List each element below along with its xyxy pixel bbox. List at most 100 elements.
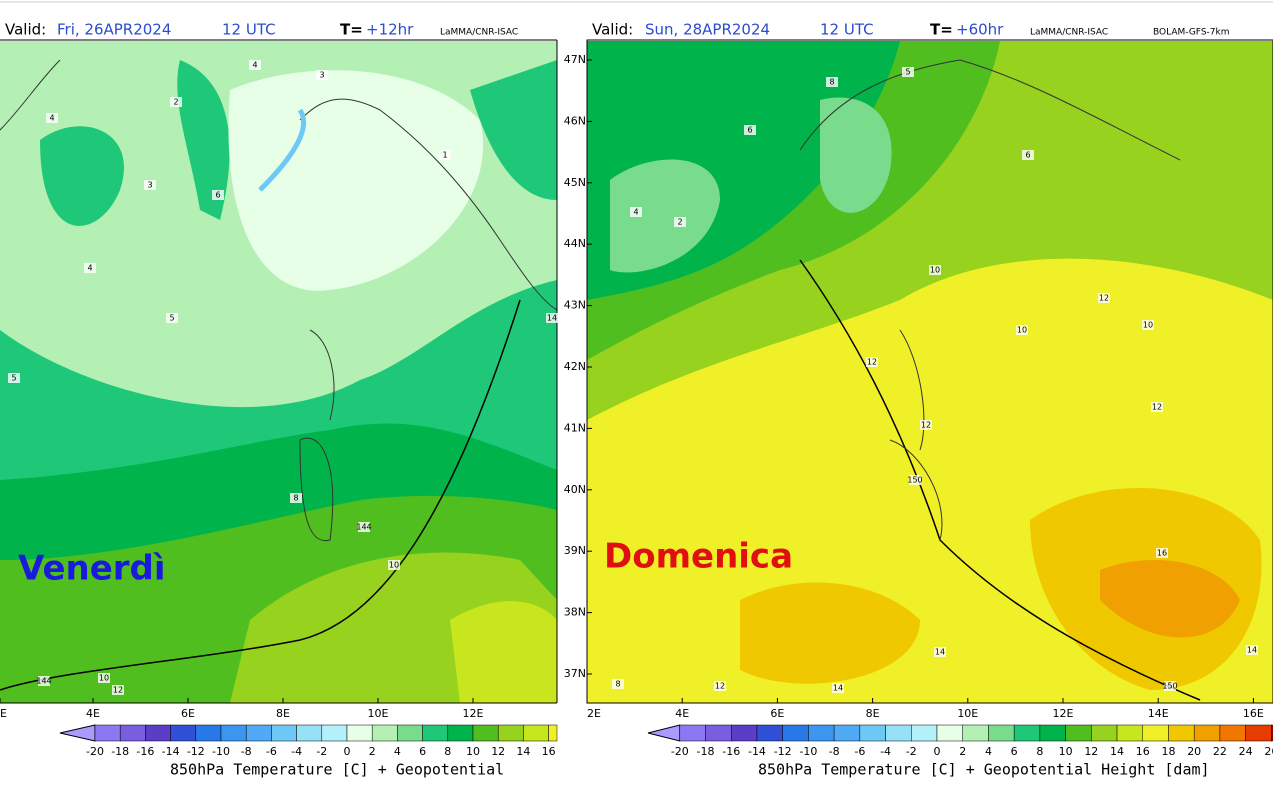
contour-label: 4 — [87, 264, 92, 273]
colorbar-title: 850hPa Temperature [C] + Geopotential He… — [758, 761, 1210, 779]
colorbar-cell — [321, 724, 348, 742]
frame-right-box — [586, 39, 1273, 704]
contour-label-bg — [630, 207, 642, 217]
contour-label: 150 — [1162, 682, 1177, 691]
colorbar-label: 2 — [959, 745, 966, 758]
header-credit: LaMMA/CNR-ISAC — [1030, 28, 1108, 38]
contour-label: 8 — [615, 680, 620, 689]
colorbar-label: -20 — [671, 745, 689, 758]
contour-label: 12 — [1099, 294, 1109, 303]
colorbar-cell — [296, 724, 323, 742]
colorbar-label: 26 — [1264, 745, 1273, 758]
colorbar-label: -10 — [212, 745, 230, 758]
contour-label: 6 — [1025, 151, 1030, 160]
colorbar-cell — [397, 724, 423, 742]
colorbar-label: 8 — [1036, 745, 1043, 758]
colorbar-label: 6 — [1011, 745, 1018, 758]
contour-label-bg — [744, 125, 756, 135]
colorbar-label: -18 — [111, 745, 129, 758]
header-t-value: +12hr — [366, 21, 414, 39]
lon-label: 12E — [1053, 707, 1074, 720]
colorbar-cell — [145, 724, 171, 742]
contour-label: 10 — [1143, 321, 1153, 330]
lon-label: 8E — [276, 707, 290, 720]
colorbar-cell — [833, 724, 861, 742]
lat-label: 46N — [564, 114, 586, 127]
contour-label-bg — [8, 373, 20, 383]
contour-label-bg — [144, 180, 156, 190]
colorbar-label: 18 — [1161, 745, 1175, 758]
header-t-value: +60hr — [956, 21, 1004, 39]
contour-label-bg — [1151, 402, 1163, 412]
contour-label: 16 — [1157, 549, 1167, 558]
colorbar-label: -12 — [774, 745, 792, 758]
colorbar-label: -12 — [187, 745, 205, 758]
contour-label: 4 — [633, 208, 638, 217]
header-valid-time: 12 UTC — [222, 21, 276, 39]
colorbar-cell — [94, 724, 121, 742]
lon-label: 8E — [866, 707, 880, 720]
colorbar-cell — [1219, 724, 1246, 742]
colorbar-cell — [220, 724, 247, 742]
lon-label: 12E — [463, 707, 484, 720]
colorbar-cell — [245, 724, 272, 742]
contour-label-bg — [920, 420, 932, 430]
lon-label: 10E — [368, 707, 389, 720]
colorbar-cell — [548, 724, 558, 742]
lon-label: 4E — [86, 707, 100, 720]
contour-label: 5 — [905, 68, 910, 77]
colorbar-cell — [170, 724, 197, 742]
colorbar-label: -4 — [291, 745, 302, 758]
lon-label: 14E — [1148, 707, 1169, 720]
colorbar-label: 0 — [934, 745, 941, 758]
colorbar-label: 12 — [491, 745, 505, 758]
colorbar-label: -20 — [86, 745, 104, 758]
colorbar-label: 12 — [1084, 745, 1098, 758]
colorbar-label: -6 — [854, 745, 865, 758]
lon-label: 6E — [181, 707, 195, 720]
colorbar-cell — [679, 724, 706, 742]
contour-label-bg — [1142, 320, 1154, 330]
contour-label-bg — [612, 679, 624, 689]
colorbar-cell — [1065, 724, 1092, 742]
colorbar-cell — [1116, 724, 1144, 742]
header-t-label: T= — [340, 21, 363, 39]
contour-label-bg — [316, 70, 328, 80]
colorbar-label: -2 — [906, 745, 917, 758]
overlay-label: Domenica — [604, 537, 793, 577]
header-valid-time: 12 UTC — [820, 21, 874, 39]
colorbar-label: -10 — [799, 745, 817, 758]
contour-label: 5 — [11, 374, 16, 383]
lat-label: 45N — [564, 176, 586, 189]
colorbar-label: 22 — [1213, 745, 1227, 758]
contour-label-bg — [170, 97, 182, 107]
lat-label: 47N — [564, 53, 586, 66]
lat-label: 43N — [564, 299, 586, 312]
header-valid-label: Valid: — [5, 21, 46, 39]
colorbar-label: -4 — [880, 745, 891, 758]
colorbar-label: -6 — [266, 745, 277, 758]
colorbar-cell — [962, 724, 989, 742]
contour-label-bg — [166, 313, 178, 323]
colorbar-cell — [911, 724, 938, 742]
contour-label-bg — [1164, 681, 1176, 691]
colorbar-label: -14 — [748, 745, 766, 758]
colorbar-label: 14 — [516, 745, 530, 758]
contour-label: 14 — [833, 684, 843, 693]
colorbar-label: 16 — [1136, 745, 1150, 758]
contour-label-bg — [46, 113, 58, 123]
contour-label: 150 — [907, 476, 922, 485]
contour-label-bg — [546, 313, 558, 323]
colorbar-label: -16 — [722, 745, 740, 758]
colorbar-cell — [1091, 724, 1118, 742]
colorbar-cell — [730, 724, 758, 742]
contour-label: 12 — [921, 421, 931, 430]
colorbar-cell — [1245, 724, 1272, 742]
colorbar-cell — [1168, 724, 1195, 742]
contour-label-bg — [1016, 325, 1028, 335]
lon-label: 2E — [587, 707, 601, 720]
contour-label: 12 — [867, 358, 877, 367]
colorbar-label: 0 — [344, 745, 351, 758]
contour-label: 4 — [49, 114, 54, 123]
